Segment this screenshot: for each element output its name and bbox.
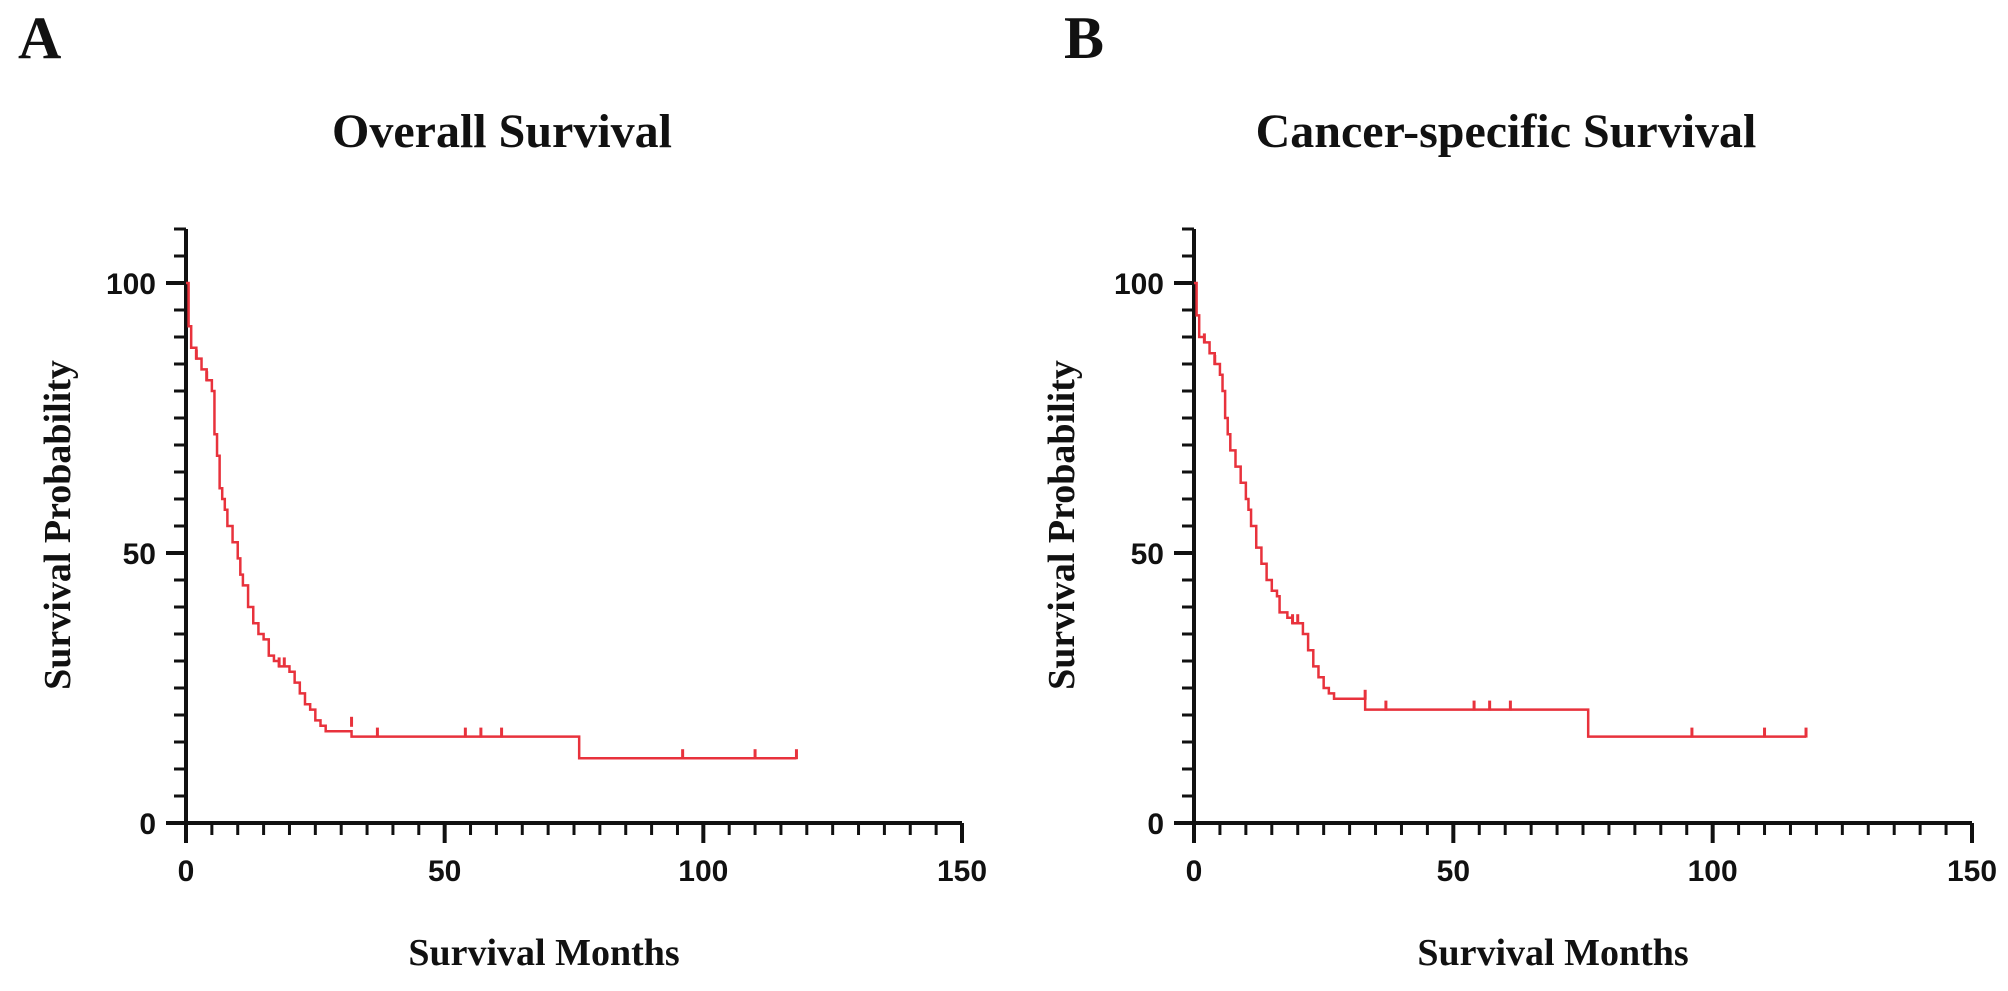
y-tick-label: 100: [106, 268, 156, 301]
x-tick-label: 0: [178, 855, 195, 888]
km-plot-cancer-specific-survival: 0 50 100 150 0 50 100 Survival Months Survival P…: [1041, 227, 1997, 974]
x-tick-label: 100: [678, 855, 728, 888]
y-axis-title: Survival Probability: [37, 360, 79, 690]
y-tick-label: 50: [1131, 538, 1164, 571]
x-tick-label: 50: [428, 855, 461, 888]
panel-letter-a: A: [18, 5, 62, 71]
y-axis-title: Survival Probability: [1041, 360, 1083, 690]
x-tick-label: 150: [1947, 855, 1997, 888]
y-tick-label: 50: [123, 538, 156, 571]
chart-title-a: Overall Survival: [332, 105, 672, 158]
x-axis-title: Survival Months: [408, 932, 679, 974]
y-tick-label: 0: [139, 808, 156, 841]
panel-a: A Overall Survival 0 50 100 150 0 50 100 Surviv…: [18, 5, 987, 974]
survival-curve: [186, 281, 797, 760]
km-plot-overall-survival: 0 50 100 150 0 50 100 Survival Months Survival P…: [37, 227, 987, 974]
panel-letter-b: B: [1064, 5, 1105, 71]
panel-b: B Cancer-specific Survival 0 50 100 150 0 50 1…: [1004, 0, 2008, 991]
y-tick-label: 100: [1114, 268, 1164, 301]
y-tick-label: 0: [1147, 808, 1164, 841]
chart-title-b: Cancer-specific Survival: [1255, 105, 1757, 158]
x-tick-label: 50: [1437, 855, 1470, 888]
x-tick-label: 100: [1688, 855, 1738, 888]
x-axis-title: Survival Months: [1417, 932, 1688, 974]
survival-curve: [1194, 281, 1807, 738]
x-tick-label: 150: [937, 855, 987, 888]
x-tick-label: 0: [1186, 855, 1203, 888]
